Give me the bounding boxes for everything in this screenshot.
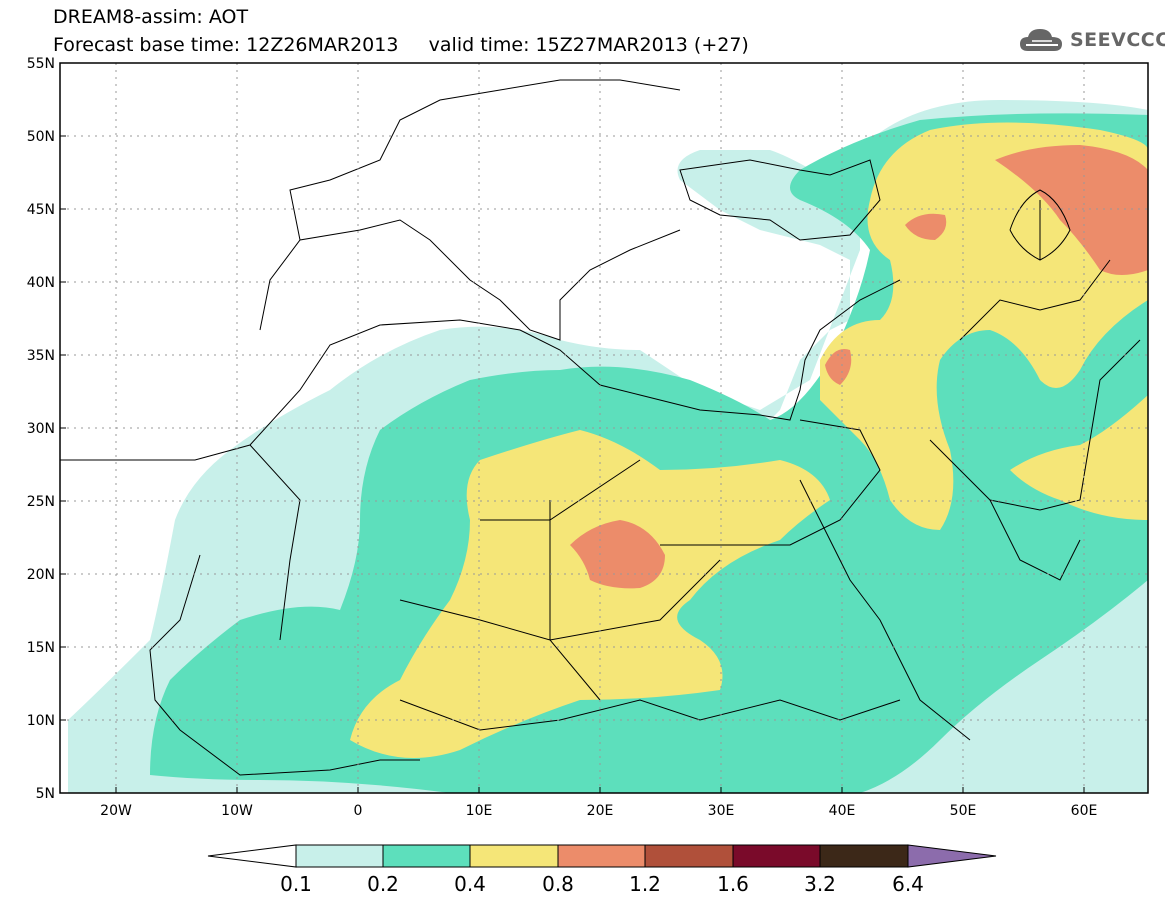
aot-0.8-region-iraq bbox=[825, 349, 852, 385]
cloud-icon bbox=[1020, 29, 1062, 51]
aot-0.8-region-caucasus bbox=[905, 213, 947, 240]
colorbar: 0.1 0.2 0.4 0.8 1.2 1.6 3.2 6.4 bbox=[207, 844, 997, 896]
lon-label: 60E bbox=[1071, 803, 1098, 819]
lat-label: 30N bbox=[27, 421, 55, 437]
colorbar-label: 0.8 bbox=[542, 872, 574, 896]
lon-label: 0 bbox=[354, 803, 363, 819]
colorbar-label: 1.6 bbox=[717, 872, 749, 896]
logo-text: SEEVCCC bbox=[1070, 29, 1165, 51]
aot-0.8-region-caspian bbox=[995, 145, 1148, 275]
colorbar-label: 0.4 bbox=[454, 872, 486, 896]
lat-label: 45N bbox=[27, 202, 55, 218]
lat-label: 10N bbox=[27, 713, 55, 729]
lon-label: 50E bbox=[950, 803, 977, 819]
colorbar-swatch bbox=[295, 844, 384, 868]
seevccc-logo: SEEVCCC bbox=[1018, 24, 1165, 56]
lat-label: 35N bbox=[27, 348, 55, 364]
lat-label: 55N bbox=[27, 56, 55, 72]
lat-label: 50N bbox=[27, 129, 55, 145]
colorbar-label: 3.2 bbox=[804, 872, 836, 896]
lon-label: 30E bbox=[708, 803, 735, 819]
lat-label: 5N bbox=[36, 786, 55, 802]
lon-label: 40E bbox=[829, 803, 856, 819]
graticule bbox=[60, 63, 1148, 793]
aot-0.4-region bbox=[350, 430, 830, 758]
colorbar-swatch bbox=[382, 844, 471, 868]
colorbar-label: 0.1 bbox=[280, 872, 312, 896]
tick-marks bbox=[60, 62, 1085, 794]
colorbar-under-arrow bbox=[207, 844, 297, 868]
aot-contours bbox=[68, 100, 1148, 793]
lat-label: 20N bbox=[27, 567, 55, 583]
coastlines bbox=[60, 79, 1141, 776]
colorbar-over-arrow bbox=[907, 844, 997, 868]
aot-0.8-region-sahara bbox=[570, 520, 665, 589]
aot-0.4-region-south bbox=[1010, 395, 1148, 520]
colorbar-label: 1.2 bbox=[629, 872, 661, 896]
lon-label: 10E bbox=[466, 803, 493, 819]
lat-label: 25N bbox=[27, 494, 55, 510]
colorbar-label: 0.2 bbox=[367, 872, 399, 896]
lon-label: 20E bbox=[587, 803, 614, 819]
colorbar-swatch bbox=[469, 844, 559, 868]
lat-label: 15N bbox=[27, 640, 55, 656]
colorbar-label: 6.4 bbox=[892, 872, 924, 896]
lon-labels: 20W 10W 0 10E 20E 30E 40E 50E 60E bbox=[100, 803, 1097, 819]
lat-labels: 55N 50N 45N 40N 35N 30N 25N 20N 15N 10N … bbox=[27, 56, 55, 802]
colorbar-swatch bbox=[644, 844, 734, 868]
forecast-time-subtitle: Forecast base time: 12Z26MAR2013 valid t… bbox=[53, 34, 749, 56]
colorbar-swatch bbox=[732, 844, 821, 868]
lon-label: 20W bbox=[100, 803, 132, 819]
colorbar-swatch bbox=[557, 844, 646, 868]
map-title: DREAM8-assim: AOT bbox=[53, 6, 249, 28]
lat-label: 40N bbox=[27, 275, 55, 291]
lon-label: 10W bbox=[221, 803, 253, 819]
colorbar-swatch bbox=[819, 844, 909, 868]
